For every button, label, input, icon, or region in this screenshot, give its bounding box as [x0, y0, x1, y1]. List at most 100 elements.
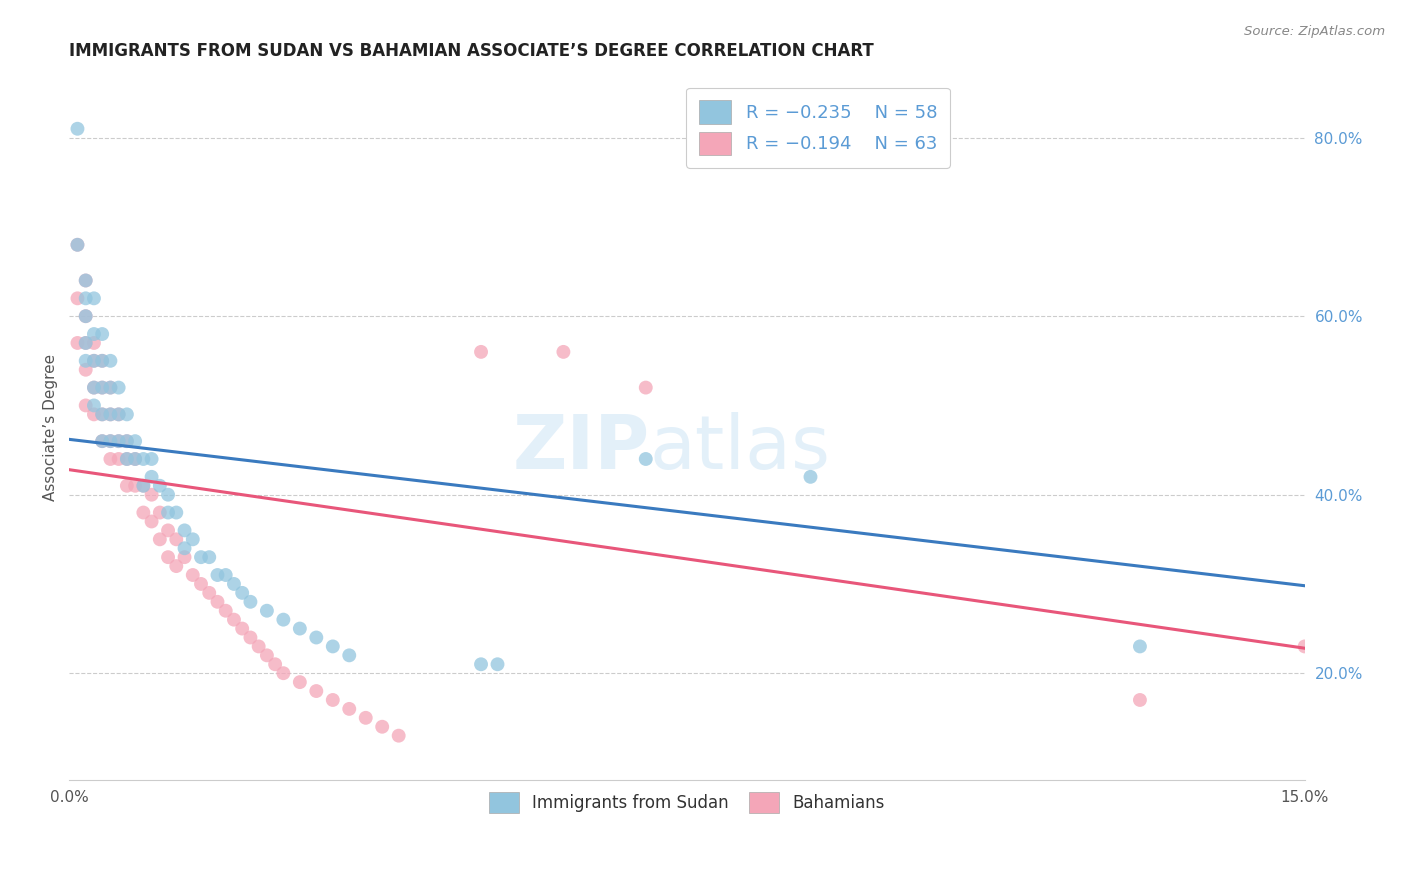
- Text: IMMIGRANTS FROM SUDAN VS BAHAMIAN ASSOCIATE’S DEGREE CORRELATION CHART: IMMIGRANTS FROM SUDAN VS BAHAMIAN ASSOCI…: [69, 42, 875, 60]
- Point: [75, 399, 97, 413]
- Point: [181, 533, 204, 547]
- Point: [115, 434, 138, 449]
- Point: [173, 550, 195, 565]
- Point: [222, 577, 245, 591]
- Point: [91, 408, 114, 422]
- Point: [288, 622, 311, 636]
- Point: [100, 408, 122, 422]
- Point: [273, 666, 295, 681]
- Point: [157, 550, 180, 565]
- Point: [115, 434, 138, 449]
- Point: [149, 506, 172, 520]
- Point: [256, 604, 278, 618]
- Point: [75, 291, 97, 305]
- Point: [322, 693, 344, 707]
- Point: [305, 684, 328, 698]
- Point: [470, 657, 492, 672]
- Point: [75, 335, 97, 350]
- Point: [141, 470, 163, 484]
- Point: [100, 381, 122, 395]
- Point: [322, 640, 344, 654]
- Point: [157, 506, 180, 520]
- Point: [107, 381, 129, 395]
- Point: [181, 568, 204, 582]
- Point: [75, 273, 97, 287]
- Y-axis label: Associate’s Degree: Associate’s Degree: [44, 354, 58, 501]
- Point: [75, 273, 97, 287]
- Point: [256, 648, 278, 663]
- Point: [115, 452, 138, 467]
- Point: [470, 344, 492, 359]
- Point: [141, 452, 163, 467]
- Point: [190, 577, 212, 591]
- Point: [165, 533, 187, 547]
- Point: [100, 381, 122, 395]
- Point: [124, 434, 146, 449]
- Point: [75, 353, 97, 368]
- Point: [107, 434, 129, 449]
- Point: [799, 470, 821, 484]
- Point: [115, 479, 138, 493]
- Point: [83, 353, 105, 368]
- Point: [634, 452, 657, 467]
- Point: [115, 408, 138, 422]
- Point: [1294, 640, 1316, 654]
- Point: [190, 550, 212, 565]
- Point: [107, 408, 129, 422]
- Point: [132, 479, 155, 493]
- Point: [215, 604, 238, 618]
- Point: [141, 515, 163, 529]
- Point: [100, 408, 122, 422]
- Point: [273, 613, 295, 627]
- Point: [247, 640, 270, 654]
- Point: [337, 648, 360, 663]
- Point: [75, 363, 97, 377]
- Point: [66, 291, 89, 305]
- Point: [115, 452, 138, 467]
- Point: [100, 353, 122, 368]
- Point: [165, 506, 187, 520]
- Point: [198, 586, 221, 600]
- Point: [107, 408, 129, 422]
- Text: ZIP: ZIP: [513, 412, 650, 485]
- Text: atlas: atlas: [650, 412, 831, 485]
- Point: [132, 506, 155, 520]
- Point: [91, 434, 114, 449]
- Point: [91, 326, 114, 341]
- Point: [91, 381, 114, 395]
- Point: [215, 568, 238, 582]
- Point: [91, 381, 114, 395]
- Point: [231, 586, 253, 600]
- Point: [75, 309, 97, 323]
- Point: [66, 121, 89, 136]
- Point: [132, 452, 155, 467]
- Point: [107, 452, 129, 467]
- Point: [132, 479, 155, 493]
- Point: [231, 622, 253, 636]
- Point: [207, 568, 229, 582]
- Point: [157, 488, 180, 502]
- Point: [149, 533, 172, 547]
- Point: [91, 353, 114, 368]
- Point: [371, 720, 394, 734]
- Point: [149, 479, 172, 493]
- Point: [553, 344, 575, 359]
- Point: [173, 541, 195, 556]
- Point: [264, 657, 287, 672]
- Point: [83, 335, 105, 350]
- Point: [83, 353, 105, 368]
- Point: [83, 381, 105, 395]
- Point: [91, 408, 114, 422]
- Point: [388, 729, 411, 743]
- Text: Source: ZipAtlas.com: Source: ZipAtlas.com: [1244, 25, 1385, 38]
- Point: [83, 326, 105, 341]
- Point: [100, 434, 122, 449]
- Point: [337, 702, 360, 716]
- Point: [141, 488, 163, 502]
- Point: [83, 408, 105, 422]
- Point: [634, 381, 657, 395]
- Point: [198, 550, 221, 565]
- Point: [124, 452, 146, 467]
- Point: [1129, 693, 1152, 707]
- Point: [107, 434, 129, 449]
